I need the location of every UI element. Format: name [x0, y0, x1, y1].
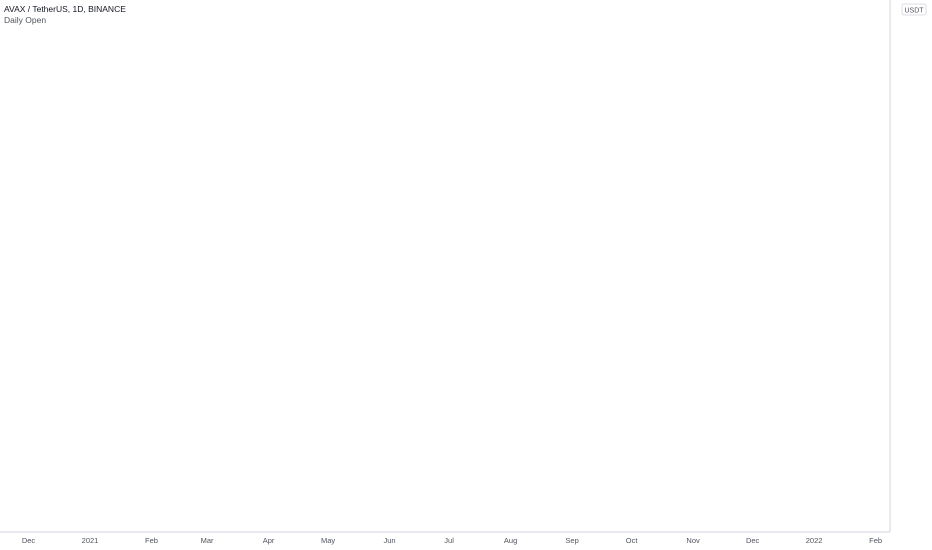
x-tick-label: Feb — [869, 536, 882, 545]
x-tick-label: May — [321, 536, 335, 545]
x-tick-label: Jul — [444, 536, 454, 545]
x-tick-label: Nov — [686, 536, 700, 545]
symbol-title[interactable]: AVAX / TetherUS, 1D, BINANCE — [4, 4, 126, 14]
x-tick-label: Sep — [565, 536, 578, 545]
x-tick-label: Dec — [22, 536, 36, 545]
x-tick-label: Mar — [201, 536, 214, 545]
x-tick-label: Jun — [384, 536, 396, 545]
x-tick-label: Apr — [263, 536, 275, 545]
x-tick-label: Dec — [746, 536, 760, 545]
x-tick-label: Oct — [626, 536, 639, 545]
x-tick-label: Aug — [504, 536, 517, 545]
x-tick-label: 2022 — [806, 536, 823, 545]
indicator-title[interactable]: Daily Open — [4, 15, 47, 25]
x-tick-label: 2021 — [82, 536, 99, 545]
currency-badge-label: USDT — [904, 8, 924, 15]
x-tick-label: Feb — [145, 536, 158, 545]
currency-badge — [901, 3, 927, 16]
